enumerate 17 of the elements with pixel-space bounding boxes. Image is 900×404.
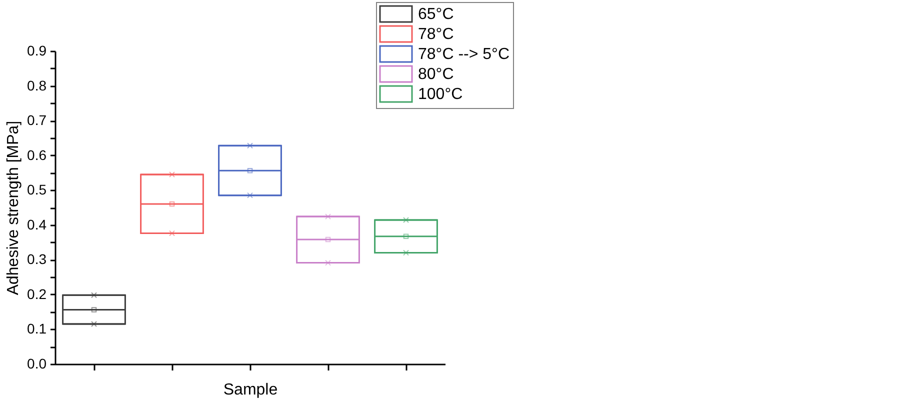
y-tick-label: 0.2 (27, 286, 47, 302)
y-tick-label: 0.8 (27, 77, 47, 94)
legend-label: 80°C (418, 66, 454, 83)
legend-label: 78°C (418, 26, 454, 43)
y-tick-label: 0.3 (27, 251, 47, 268)
y-tick-label: 0.6 (27, 146, 47, 163)
legend-label: 100°C (418, 86, 463, 103)
x-axis-title: Sample (223, 381, 278, 398)
legend-label: 78°C --> 5°C (418, 46, 510, 63)
y-tick-label: 0.1 (27, 320, 47, 337)
y-tick-label: 0.0 (27, 356, 47, 372)
y-tick-label: 0.5 (27, 182, 47, 198)
y-tick-label: 0.9 (27, 42, 47, 58)
y-tick-label: 0.7 (27, 112, 47, 128)
y-axis-title: Adhesive strength [MPa] (5, 120, 22, 296)
y-tick-label: 0.4 (27, 216, 47, 232)
legend-label: 65°C (418, 6, 454, 23)
